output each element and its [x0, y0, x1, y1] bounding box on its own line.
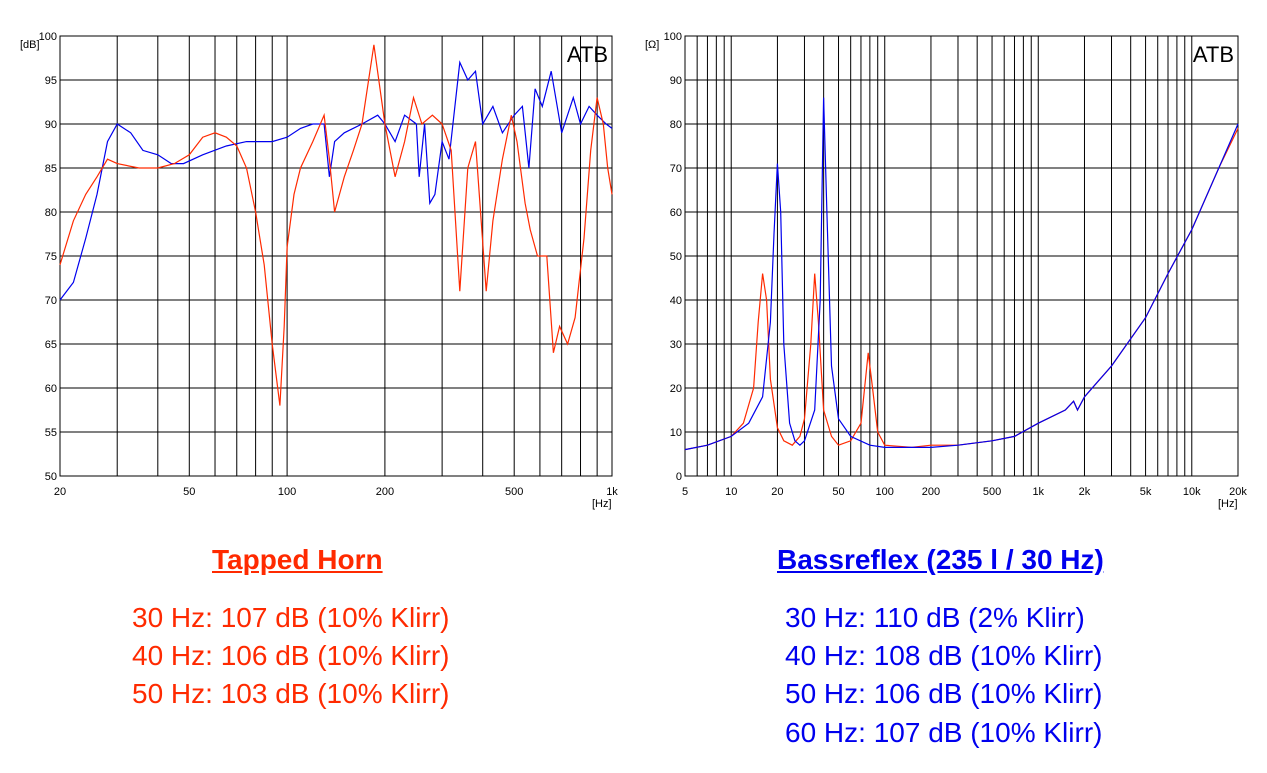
bassreflex-line-3: 50 Hz: 106 dB (10% Klirr) — [785, 678, 1103, 709]
tapped-horn-line-3: 50 Hz: 103 dB (10% Klirr) — [132, 678, 450, 709]
y-tick-label: 30 — [670, 339, 682, 351]
y-tick-label: 100 — [664, 31, 682, 43]
y-tick-label: 95 — [45, 75, 57, 87]
x-tick-label: 200 — [922, 486, 940, 498]
x-tick-label: 1k — [1032, 486, 1044, 498]
series-line-blue — [59, 60, 613, 301]
bassreflex-line-1: 30 Hz: 110 dB (2% Klirr) — [785, 602, 1085, 633]
x-tick-label: 10k — [1183, 486, 1201, 498]
x-tick-label: 200 — [376, 486, 394, 498]
y-tick-label: 65 — [45, 339, 57, 351]
y-tick-label: 90 — [45, 119, 57, 131]
x-tick-label: 500 — [983, 486, 1001, 498]
x-tick-label: 10 — [725, 486, 737, 498]
y-tick-label: 100 — [39, 31, 57, 43]
x-tick-label: 50 — [183, 486, 195, 498]
y-tick-label: 75 — [45, 251, 57, 263]
impedance-chart: 0 10 20 30 40 50 60 70 80 90 100 5 10 20 50 100 200 500 1k… — [645, 31, 1247, 510]
x-tick-label: 5 — [682, 486, 688, 498]
bassreflex-line-2: 40 Hz: 108 dB (10% Klirr) — [785, 640, 1103, 671]
x-tick-label: 20 — [771, 486, 783, 498]
y-tick-label: 60 — [670, 207, 682, 219]
y-tick-label: 70 — [670, 163, 682, 175]
spl-chart: 50 55 60 65 70 75 80 85 90 95 100 20 50 100 200 500 1k [d… — [20, 31, 618, 510]
series-line-red — [59, 44, 613, 406]
x-tick-label: 100 — [278, 486, 296, 498]
bassreflex-heading: Bassreflex (235 l / 30 Hz) — [777, 544, 1104, 575]
y-axis-unit: [dB] — [20, 39, 40, 51]
x-axis-unit: [Hz] — [592, 498, 612, 510]
x-tick-label: 2k — [1079, 486, 1091, 498]
series-line-red — [684, 128, 1239, 451]
y-tick-label: 40 — [670, 295, 682, 307]
x-tick-label: 100 — [876, 486, 894, 498]
y-tick-label: 90 — [670, 75, 682, 87]
y-tick-label: 85 — [45, 163, 57, 175]
y-tick-label: 70 — [45, 295, 57, 307]
x-tick-label: 5k — [1140, 486, 1152, 498]
tapped-horn-line-1: 30 Hz: 107 dB (10% Klirr) — [132, 602, 450, 633]
x-tick-label: 20 — [54, 486, 66, 498]
x-tick-label: 1k — [606, 486, 618, 498]
plot-frame — [59, 35, 613, 477]
x-axis-unit: [Hz] — [1218, 498, 1238, 510]
atb-watermark: ATB — [567, 42, 608, 67]
y-tick-label: 50 — [45, 471, 57, 483]
y-tick-label: 10 — [670, 427, 682, 439]
x-tick-label: 20k — [1229, 486, 1247, 498]
y-tick-label: 20 — [670, 383, 682, 395]
series-line-blue — [684, 97, 1239, 451]
tapped-horn-heading: Tapped Horn — [212, 544, 383, 575]
y-tick-label: 55 — [45, 427, 57, 439]
plot-frame — [684, 35, 1239, 477]
y-tick-label: 60 — [45, 383, 57, 395]
y-tick-label: 80 — [670, 119, 682, 131]
y-tick-label: 50 — [670, 251, 682, 263]
x-tick-label: 500 — [505, 486, 523, 498]
y-axis-unit: [Ω] — [645, 39, 659, 51]
x-tick-label: 50 — [832, 486, 844, 498]
y-tick-label: 80 — [45, 207, 57, 219]
y-tick-label: 0 — [676, 471, 682, 483]
tapped-horn-line-2: 40 Hz: 106 dB (10% Klirr) — [132, 640, 450, 671]
bassreflex-line-4: 60 Hz: 107 dB (10% Klirr) — [785, 717, 1103, 748]
atb-watermark: ATB — [1193, 42, 1234, 67]
